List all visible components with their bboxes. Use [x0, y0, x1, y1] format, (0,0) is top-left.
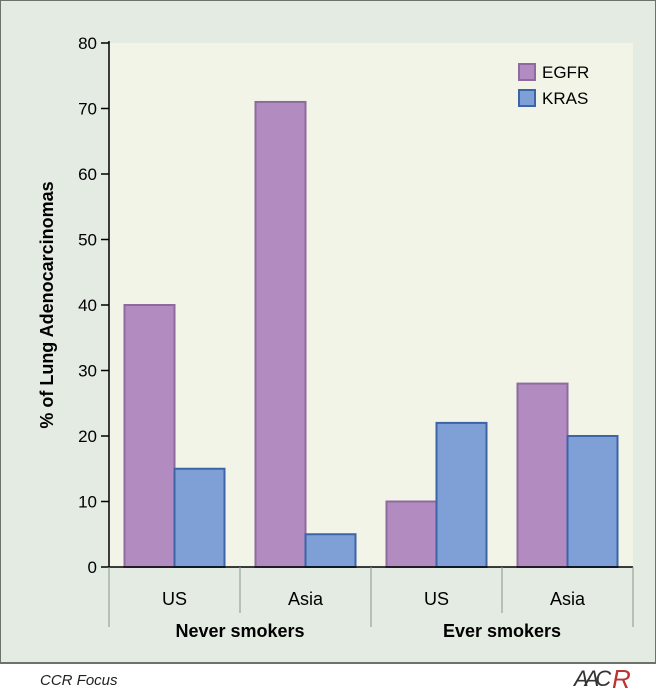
legend: EGFR KRAS	[518, 63, 589, 108]
bar-kras-3	[566, 435, 619, 568]
legend-label-egfr: EGFR	[542, 63, 589, 82]
y-tick-label-30: 30	[78, 362, 97, 381]
axes-layer: 0 10 20 30 40 50 60 70 80 US Asia US Asia Never smoke…	[78, 34, 634, 641]
group-label-1: Ever smokers	[443, 621, 561, 641]
x-tick-label-1: Asia	[288, 589, 324, 609]
y-tick-label-0: 0	[88, 558, 97, 577]
svg-text:R: R	[612, 664, 631, 694]
y-tick-label-40: 40	[78, 296, 97, 315]
y-tick-label-20: 20	[78, 427, 97, 446]
bar-egfr-0	[123, 304, 176, 568]
y-tick-label-70: 70	[78, 100, 97, 119]
bar-egfr-1	[254, 100, 307, 568]
legend-label-kras: KRAS	[542, 89, 588, 108]
bar-egfr-3	[516, 382, 569, 568]
bar-kras-1	[304, 533, 357, 568]
source-label: CCR Focus	[40, 672, 118, 689]
bar-kras-0	[173, 467, 226, 568]
group-label-0: Never smokers	[175, 621, 304, 641]
x-tick-label-2: US	[424, 589, 449, 609]
legend-swatch-egfr	[518, 63, 536, 81]
y-tick-label-50: 50	[78, 231, 97, 250]
x-tick-label-3: Asia	[550, 589, 586, 609]
x-tick-label-0: US	[162, 589, 187, 609]
chart-panel: 0 10 20 30 40 50 60 70 80 US Asia US Asia Never smoke…	[0, 0, 656, 664]
y-tick-label-10: 10	[78, 493, 97, 512]
footer-divider	[0, 662, 656, 663]
bars-layer	[123, 100, 619, 568]
y-tick-label-60: 60	[78, 165, 97, 184]
bar-chart: 0 10 20 30 40 50 60 70 80 US Asia US Asia Never smoke…	[37, 34, 634, 641]
y-axis-label: % of Lung Adenocarcinomas	[37, 181, 57, 428]
bar-kras-2	[435, 421, 488, 568]
y-tick-label-80: 80	[78, 34, 97, 53]
legend-swatch-kras	[518, 89, 536, 107]
publisher-logo: AAC R	[572, 664, 631, 694]
svg-text:AAC: AAC	[572, 666, 611, 691]
bar-egfr-2	[385, 500, 438, 568]
